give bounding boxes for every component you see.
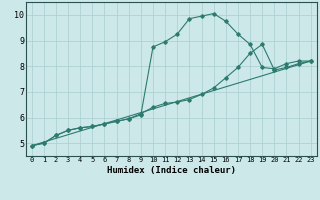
X-axis label: Humidex (Indice chaleur): Humidex (Indice chaleur) xyxy=(107,166,236,175)
